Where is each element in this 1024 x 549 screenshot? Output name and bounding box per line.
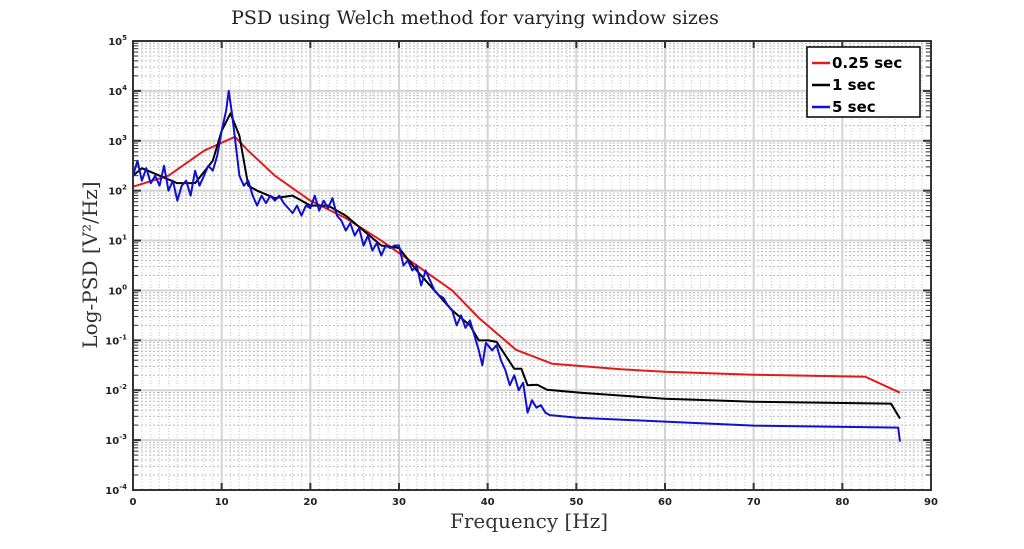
legend-label: 5 sec	[832, 98, 876, 116]
x-tick-label: 90	[924, 497, 938, 508]
y-tick-label: 102	[108, 184, 127, 198]
x-tick-label: 70	[747, 497, 761, 508]
series-lines	[132, 89, 901, 442]
y-tick-label: 100	[108, 283, 127, 297]
series-line-0-25-sec	[132, 135, 901, 394]
series-line-5-sec	[132, 89, 901, 442]
legend-box	[806, 46, 921, 118]
legend-label: 0.25 sec	[832, 54, 902, 72]
y-tick-label: 10-1	[105, 333, 127, 347]
y-tick-label: 10-3	[105, 433, 127, 447]
plot-frame	[132, 40, 932, 491]
x-tick-label: 40	[481, 497, 495, 508]
y-axis-label: Log-PSD [V²/Hz]	[78, 181, 102, 348]
series-line-1-sec	[132, 112, 901, 420]
x-tick-label: 10	[215, 497, 229, 508]
y-tick-label: 101	[108, 234, 127, 248]
chart-title: PSD using Welch method for varying windo…	[231, 7, 719, 29]
y-tick-label: 103	[108, 134, 127, 148]
ticks: 0 10 20 30 40 50 60 70 80 90 10-4 10-3 10-2 10-1 100 10…	[105, 34, 938, 508]
x-tick-label: 30	[392, 497, 406, 508]
x-tick-label: 20	[303, 497, 317, 508]
y-tick-label: 104	[108, 84, 127, 98]
x-tick-label: 50	[569, 497, 583, 508]
y-tick-label: 105	[108, 34, 127, 48]
x-tick-label: 80	[835, 497, 849, 508]
legend-label: 1 sec	[832, 76, 876, 94]
x-tick-label: 60	[658, 497, 672, 508]
x-axis-label: Frequency [Hz]	[450, 509, 608, 533]
y-tick-label: 10-4	[105, 483, 127, 497]
y-tick-label: 10-2	[105, 383, 127, 397]
legend: 0.25 sec 1 sec 5 sec	[806, 46, 921, 118]
x-tick-label: 0	[130, 497, 137, 508]
